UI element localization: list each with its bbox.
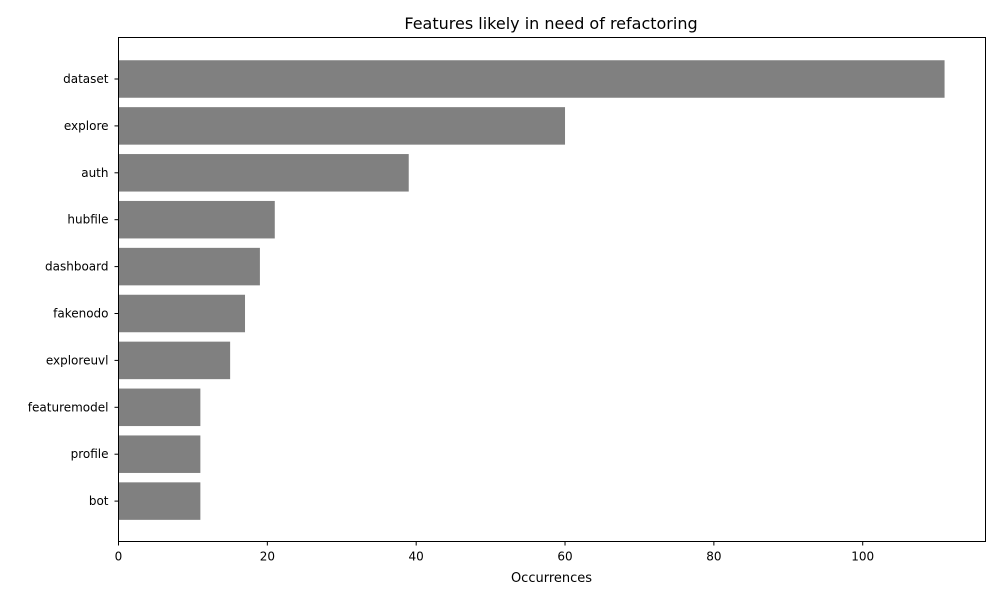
y-axis-ticks: dataset explore auth hubfile dashboard fakeno… (28, 72, 119, 508)
bar-dashboard (118, 247, 260, 286)
x-tick-label-40: 40 (409, 550, 424, 564)
y-tick-label-bot: bot (89, 494, 109, 508)
y-tick-label-profile: profile (71, 447, 109, 461)
x-tick-label-100: 100 (851, 550, 874, 564)
x-tick-label-60: 60 (557, 550, 572, 564)
y-tick-label-dataset: dataset (63, 72, 109, 86)
y-tick-label-featuremodel: featuremodel (28, 400, 109, 414)
bar-fakenodo (118, 294, 246, 333)
bars-group (118, 60, 945, 520)
bar-explore (118, 107, 566, 145)
bar-featuremodel (118, 388, 201, 427)
y-tick-label-explore: explore (64, 119, 109, 133)
bar-exploreuvl (118, 341, 231, 380)
bar-hubfile (118, 200, 275, 239)
y-tick-label-fakenodo: fakenodo (53, 307, 108, 321)
y-tick-label-auth: auth (81, 166, 108, 180)
x-tick-label-20: 20 (260, 550, 275, 564)
x-axis-label: Occurrences (511, 571, 592, 586)
bar-profile (118, 435, 201, 473)
bar-bot (118, 482, 201, 520)
y-tick-label-dashboard: dashboard (45, 260, 108, 274)
y-tick-label-hubfile: hubfile (67, 213, 108, 227)
plot-frame (118, 37, 986, 542)
y-tick-label-exploreuvl: exploreuvl (46, 353, 109, 367)
x-tick-label-80: 80 (706, 550, 721, 564)
x-tick-label-0: 0 (115, 550, 123, 564)
x-axis-ticks: 0 20 40 60 80 100 (115, 541, 874, 564)
bar-auth (118, 154, 409, 192)
bar-dataset (118, 60, 945, 98)
chart-title: Features likely in need of refactoring (404, 14, 697, 33)
